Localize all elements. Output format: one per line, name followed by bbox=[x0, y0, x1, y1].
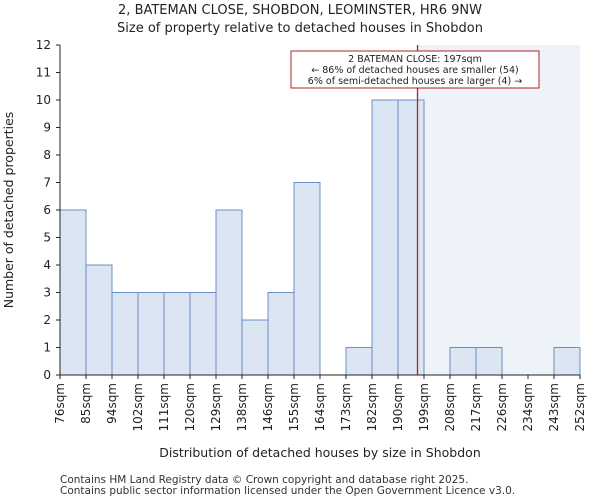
footer-copyright: Contains HM Land Registry data © Crown c… bbox=[60, 474, 469, 486]
y-tick-label: 2 bbox=[43, 313, 51, 327]
y-tick-label: 0 bbox=[43, 368, 51, 382]
y-tick-label: 11 bbox=[36, 66, 51, 80]
footer-licence: Contains public sector information licen… bbox=[60, 485, 516, 497]
x-tick-label: 155sqm bbox=[287, 383, 301, 431]
histogram-bar bbox=[59, 209, 87, 376]
x-tick-label: 85sqm bbox=[79, 383, 93, 424]
x-axis-label: Distribution of detached houses by size … bbox=[159, 445, 481, 460]
annotation-text-line: 6% of semi-detached houses are larger (4… bbox=[308, 76, 522, 87]
histogram-bar bbox=[137, 292, 165, 376]
histogram-bar bbox=[397, 99, 425, 376]
histogram-bar bbox=[449, 347, 477, 376]
annotation-box bbox=[290, 50, 540, 89]
x-tick-label: 182sqm bbox=[365, 383, 379, 431]
histogram-bar bbox=[241, 319, 269, 376]
y-tick-label: 8 bbox=[43, 148, 51, 162]
x-tick-label: 102sqm bbox=[131, 383, 145, 431]
x-tick-label: 208sqm bbox=[443, 383, 457, 431]
x-tick-label: 146sqm bbox=[261, 383, 275, 431]
y-tick-label: 9 bbox=[43, 121, 51, 135]
histogram-bar bbox=[475, 347, 503, 376]
y-tick-label: 7 bbox=[43, 176, 51, 190]
histogram-bar bbox=[85, 264, 113, 376]
annotation-text-line: ← 86% of detached houses are smaller (54… bbox=[311, 65, 518, 76]
histogram-bar bbox=[189, 292, 217, 376]
x-tick-label: 76sqm bbox=[53, 383, 67, 424]
histogram-bar bbox=[345, 347, 373, 376]
histogram-bar bbox=[163, 292, 191, 376]
chart-title-address: 2, BATEMAN CLOSE, SHOBDON, LEOMINSTER, H… bbox=[118, 3, 482, 18]
x-tick-label: 129sqm bbox=[209, 383, 223, 431]
histogram-bar bbox=[371, 99, 399, 376]
x-tick-label: 243sqm bbox=[547, 383, 561, 431]
y-tick-label: 10 bbox=[36, 93, 51, 107]
x-tick-label: 164sqm bbox=[313, 383, 327, 431]
histogram-bar bbox=[215, 209, 243, 376]
larger-than-subject-shading bbox=[417, 45, 580, 375]
y-tick-label: 4 bbox=[43, 258, 51, 272]
x-tick-label: 111sqm bbox=[157, 383, 171, 431]
y-tick-label: 1 bbox=[43, 341, 51, 355]
y-tick-label: 3 bbox=[43, 286, 51, 300]
histogram-bar bbox=[267, 292, 295, 376]
x-tick-label: 120sqm bbox=[183, 383, 197, 431]
x-tick-label: 94sqm bbox=[105, 383, 119, 424]
annotation-text-line: 2 BATEMAN CLOSE: 197sqm bbox=[348, 54, 482, 65]
y-tick-label: 5 bbox=[43, 231, 51, 245]
chart-title-subtitle: Size of property relative to detached ho… bbox=[117, 21, 483, 36]
x-tick-label: 226sqm bbox=[495, 383, 509, 431]
x-tick-label: 173sqm bbox=[339, 383, 353, 431]
histogram-bar bbox=[553, 347, 581, 376]
histogram-bar bbox=[111, 292, 139, 376]
x-tick-label: 199sqm bbox=[417, 383, 431, 431]
x-tick-label: 217sqm bbox=[469, 383, 483, 431]
x-tick-label: 234sqm bbox=[521, 383, 535, 431]
x-tick-label: 138sqm bbox=[235, 383, 249, 431]
y-tick-label: 6 bbox=[43, 203, 51, 217]
histogram-bar bbox=[293, 182, 321, 376]
x-tick-label: 190sqm bbox=[391, 383, 405, 431]
y-tick-label: 12 bbox=[36, 38, 51, 52]
y-axis-label: Number of detached properties bbox=[1, 112, 16, 309]
x-tick-label: 252sqm bbox=[573, 383, 587, 431]
